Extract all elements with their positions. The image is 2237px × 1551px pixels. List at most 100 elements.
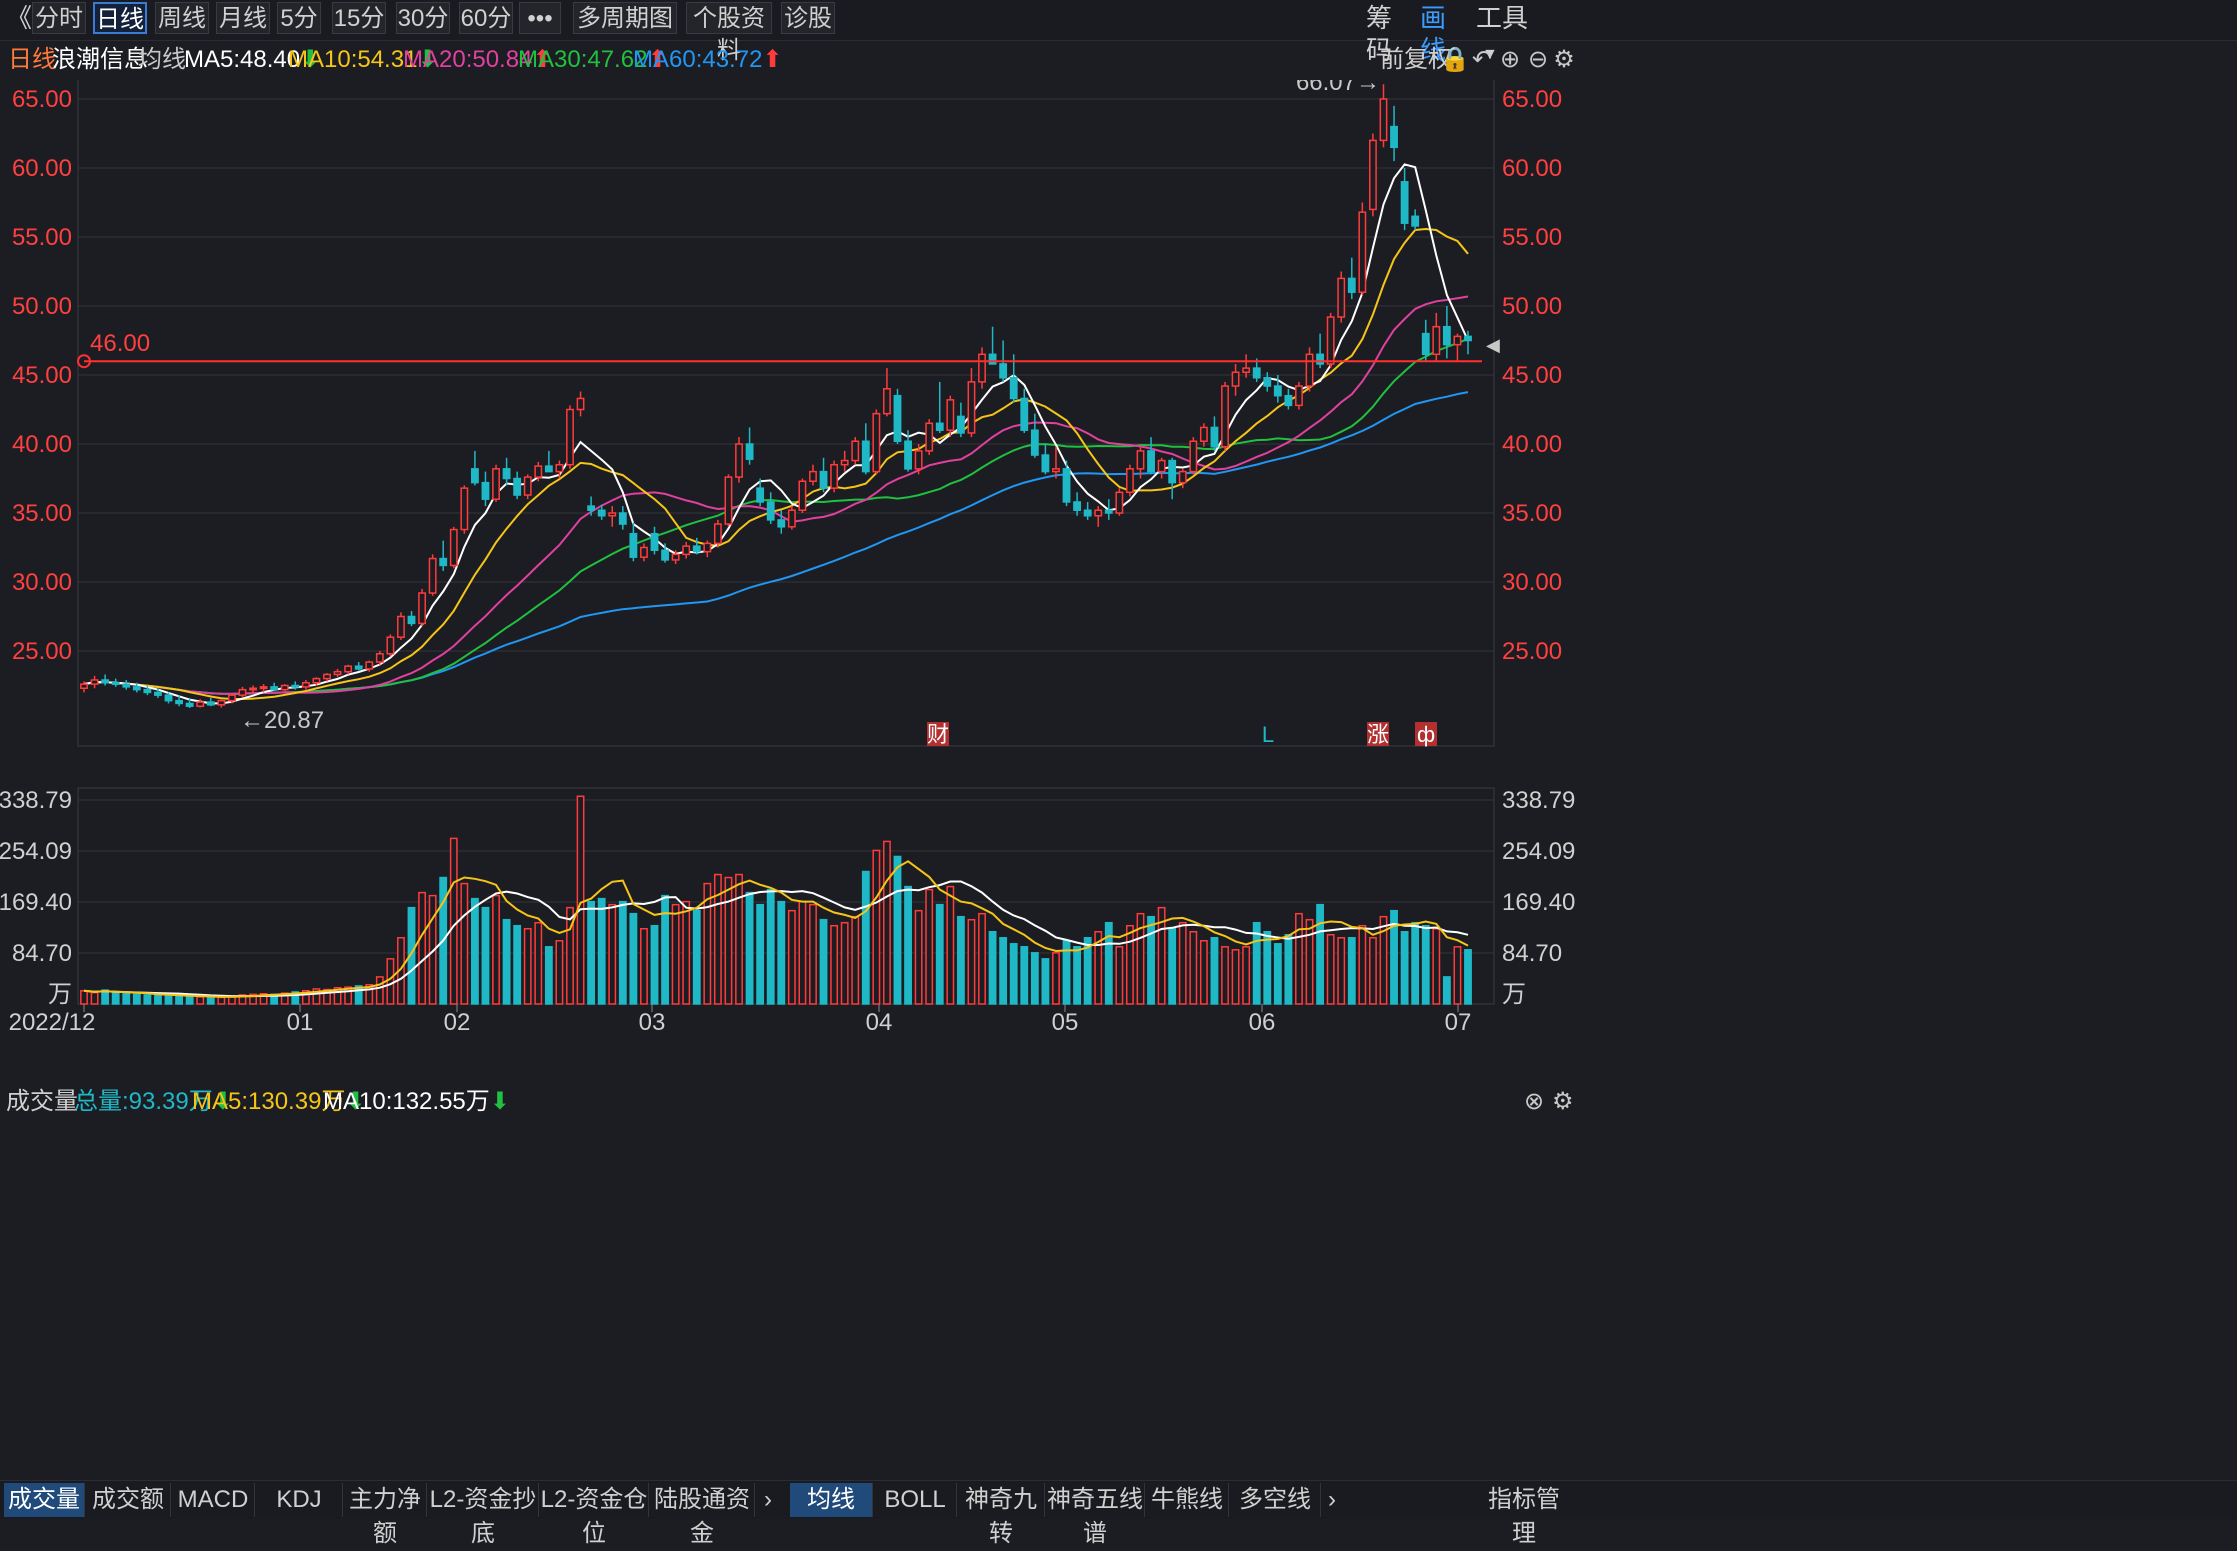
volume-tick-left: 84.70 [12, 940, 72, 967]
volume-bar [1400, 930, 1409, 1005]
volume-bar [101, 989, 110, 1005]
volume-bar [893, 855, 902, 1005]
close-icon[interactable]: ⊗ [1524, 1088, 1545, 1115]
overlay-tab-3[interactable]: 神奇五线谱 [1046, 1483, 1145, 1547]
volume-ma10-text: MA10:132.55万 [323, 1088, 490, 1115]
volume-bar [312, 988, 321, 1005]
date-label: 03 [639, 1009, 666, 1036]
volume-bar [1126, 924, 1134, 1005]
candle-body [492, 468, 500, 500]
tab-3[interactable]: 月线 [216, 2, 270, 34]
zoom-in-icon[interactable]: ⊕ [1499, 46, 1521, 73]
volume-bar [745, 891, 754, 1005]
tab-4[interactable]: 5分 [277, 2, 321, 34]
volume-bar [650, 924, 659, 1005]
tab-chip[interactable]: 筹码 [1366, 3, 1393, 65]
indicator-tab-2[interactable]: MACD [172, 1483, 255, 1517]
volume-bar [1326, 934, 1335, 1005]
arrow-down-icon: ⬇ [489, 1088, 510, 1115]
price-tick-right: 60.00 [1502, 155, 1562, 182]
candle-body [428, 557, 437, 594]
candle-body [787, 509, 796, 528]
price-tick-left: 25.00 [12, 638, 72, 665]
overlay-tab-0[interactable]: 均线 [790, 1483, 873, 1517]
candle-body [999, 363, 1008, 379]
tab-5[interactable]: 15分 [332, 2, 386, 34]
tab-10[interactable]: 个股资料 [686, 2, 772, 64]
zoom-out-icon[interactable]: ⊖ [1527, 46, 1549, 73]
tools-menu[interactable]: 工具 ▼ [1476, 2, 1536, 63]
tab-1[interactable]: 日线 [93, 2, 147, 34]
indicator-tab-1[interactable]: 成交额 [86, 1483, 171, 1517]
candle-body [1126, 468, 1134, 494]
candle-body [1020, 397, 1029, 431]
tab-0[interactable]: 分时 [32, 2, 86, 34]
date-label: 04 [866, 1009, 893, 1036]
settings-gear-icon[interactable]: ⚙ [1553, 46, 1575, 73]
candle-body [280, 684, 289, 691]
overlay-tab-4[interactable]: 牛熊线 [1146, 1483, 1229, 1517]
back-button[interactable]: 《 [6, 3, 33, 33]
settings-gear-icon[interactable]: ⚙ [1552, 1088, 1574, 1115]
tab-9[interactable]: 多周期图 [573, 2, 677, 34]
indicator-name[interactable]: 均线 [138, 46, 186, 73]
indicator-manage-button[interactable]: 指标管理 [1488, 1486, 1560, 1547]
volume-bar [1295, 912, 1303, 1005]
candle-body [1337, 277, 1346, 318]
indicator-tab-7[interactable]: 陆股通资金 [650, 1483, 755, 1547]
tab-11[interactable]: 诊股 [781, 2, 835, 34]
tab-2[interactable]: 周线 [155, 2, 209, 34]
candle-body [534, 465, 543, 478]
arrow-down-icon: ⬇ [300, 46, 321, 73]
candle-body [206, 701, 215, 706]
indicator-tab-6[interactable]: L2-资金仓位 [540, 1483, 649, 1547]
candle-body [661, 549, 669, 561]
volume-bar [449, 837, 458, 1005]
indicator-tab-0[interactable]: 成交量 [4, 1483, 85, 1517]
volume-bar [1221, 946, 1229, 1005]
volume-bar [1073, 946, 1082, 1005]
undo-icon[interactable]: ↶ [1471, 46, 1493, 73]
candle-body [682, 545, 691, 556]
tab-8[interactable]: ••• [519, 2, 561, 34]
overlay-tab-2[interactable]: 神奇九转 [958, 1483, 1045, 1547]
ma60-value: MA60:43.72⬆ [633, 40, 783, 80]
lock-icon[interactable]: 🔒 [1440, 46, 1470, 73]
candle-body [1178, 470, 1187, 484]
volume-bar [1104, 921, 1113, 1005]
volume-bar [1178, 921, 1187, 1005]
overlay-tab-1[interactable]: BOLL [874, 1483, 957, 1517]
ma20-text: MA20:50.84 [403, 46, 533, 73]
volume-bar [470, 897, 479, 1005]
tab-7[interactable]: 60分 [459, 2, 513, 34]
volume-bar [640, 927, 648, 1005]
indicator-tab-5[interactable]: L2-资金抄底 [428, 1483, 539, 1547]
event-marker: 财 [927, 722, 949, 747]
candle-body [301, 681, 310, 688]
volume-bar [1083, 937, 1092, 1005]
tools-label[interactable]: 工具 [1476, 3, 1529, 33]
chevron-right-icon[interactable]: › [1328, 1486, 1336, 1513]
adjust-mode[interactable]: 前复权 [1380, 46, 1452, 73]
volume-bar [333, 986, 342, 1005]
candle-body [481, 481, 490, 500]
volume-bar [1273, 943, 1282, 1005]
volume-total-text: 总量:93.39万 [74, 1088, 213, 1115]
volume-bar [217, 996, 226, 1005]
tab-drawline[interactable]: 画线 [1420, 3, 1447, 65]
indicator-tab-3[interactable]: KDJ [256, 1483, 343, 1517]
volume-label[interactable]: 成交量 [6, 1088, 78, 1115]
volume-bar [1041, 958, 1050, 1005]
overlay-tab-5[interactable]: 多空线 [1230, 1483, 1321, 1517]
candle-body [1168, 459, 1177, 484]
candle-body [1442, 325, 1451, 346]
volume-bar [988, 930, 997, 1005]
chevron-right-icon[interactable]: › [764, 1486, 772, 1513]
price-chart[interactable]: 65.00 65.00 60.00 60.00 55.00 55.00 50.00 50.00… [0, 80, 2237, 1080]
indicator-tab-4[interactable]: 主力净额 [344, 1483, 427, 1547]
tab-6[interactable]: 30分 [396, 2, 450, 34]
price-tick-left: 55.00 [12, 224, 72, 251]
volume-bar [872, 849, 881, 1005]
volume-bar [1094, 930, 1103, 1005]
volume-bar [90, 991, 99, 1005]
